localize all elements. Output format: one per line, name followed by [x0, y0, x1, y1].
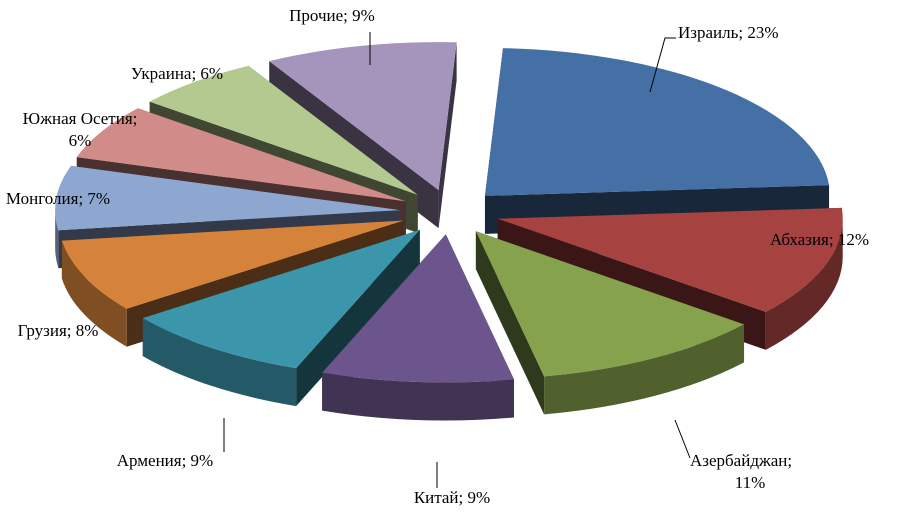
slice-top	[76, 108, 406, 202]
slice-0	[484, 48, 830, 234]
data-label: Монголия; 7%	[6, 189, 110, 208]
labels-layer: Израиль; 23% Абхазия; 12% Азербайджан; 11% К…	[6, 6, 869, 507]
slice-rim	[765, 218, 843, 350]
data-label: Армения; 9%	[117, 451, 213, 470]
slice-3	[322, 234, 515, 421]
slice-side-wall	[438, 42, 457, 229]
data-label: Южная Осетия;	[23, 109, 138, 128]
data-label-value: 11%	[735, 473, 766, 492]
slice-top	[497, 207, 843, 312]
data-label: Китай; 9%	[414, 488, 490, 507]
slice-2	[475, 231, 745, 415]
slice-top	[149, 65, 418, 195]
slice-rim	[55, 210, 59, 269]
slice-rim	[322, 372, 515, 421]
data-label: Азербайджан;	[690, 451, 792, 470]
slice-top	[61, 220, 404, 309]
leader-line	[674, 419, 691, 459]
slice-4	[142, 229, 420, 407]
slice-top	[55, 165, 401, 231]
slice-side-wall	[475, 231, 545, 415]
slice-top	[322, 234, 515, 383]
data-label: Украина; 6%	[131, 64, 223, 83]
slice-rim	[544, 324, 745, 415]
slice-top	[269, 42, 457, 191]
slice-top	[484, 48, 830, 196]
data-label: Абхазия; 12%	[770, 230, 869, 249]
slices-layer	[55, 42, 843, 421]
data-label: Израиль; 23%	[678, 23, 779, 42]
slice-top	[475, 231, 745, 377]
data-label-value: 6%	[69, 131, 92, 150]
data-label: Прочие; 9%	[289, 6, 375, 25]
slice-rim	[61, 240, 127, 347]
data-label: Грузия; 8%	[18, 321, 99, 340]
slice-rim	[142, 318, 297, 407]
slice-top	[142, 229, 420, 369]
leader-line	[649, 37, 676, 93]
